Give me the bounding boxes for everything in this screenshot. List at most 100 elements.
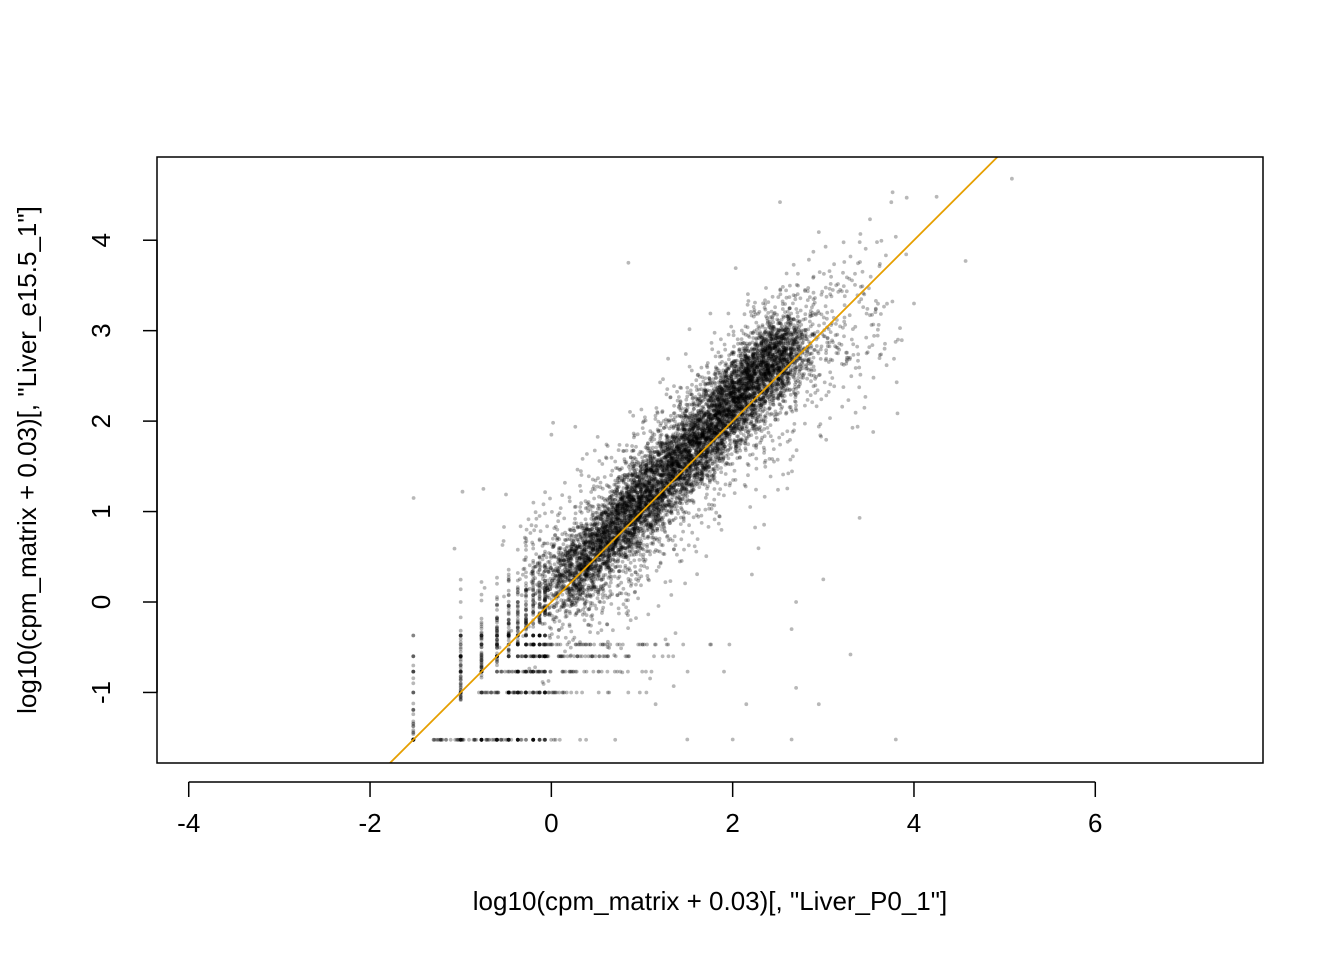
data-point bbox=[754, 391, 759, 395]
data-point bbox=[558, 559, 563, 564]
data-point bbox=[612, 541, 617, 546]
data-point bbox=[600, 535, 605, 540]
data-point bbox=[617, 509, 622, 514]
data-point bbox=[761, 404, 766, 409]
data-point bbox=[786, 340, 791, 345]
data-point bbox=[788, 392, 793, 397]
data-point bbox=[707, 432, 711, 437]
data-point bbox=[622, 516, 627, 521]
data-point bbox=[582, 562, 587, 566]
data-point bbox=[710, 477, 715, 482]
data-point bbox=[589, 527, 593, 532]
data-point bbox=[608, 494, 613, 499]
data-point bbox=[812, 332, 816, 337]
data-point bbox=[719, 391, 724, 395]
data-point bbox=[731, 350, 736, 355]
data-point bbox=[720, 371, 725, 376]
data-point bbox=[671, 474, 675, 479]
data-point bbox=[739, 417, 744, 422]
data-point bbox=[565, 603, 569, 607]
data-point bbox=[677, 495, 682, 500]
data-point bbox=[741, 346, 746, 351]
data-point bbox=[763, 307, 768, 312]
data-point bbox=[753, 406, 758, 410]
data-point bbox=[559, 575, 564, 580]
data-point bbox=[633, 564, 637, 569]
data-point bbox=[675, 454, 680, 459]
data-point bbox=[794, 307, 799, 311]
data-point bbox=[727, 357, 731, 362]
data-point bbox=[667, 444, 672, 449]
data-point bbox=[665, 454, 670, 459]
data-point bbox=[743, 379, 748, 383]
data-point bbox=[623, 473, 627, 477]
data-point bbox=[646, 527, 651, 532]
data-point bbox=[768, 344, 773, 349]
data-point bbox=[695, 444, 700, 449]
data-point bbox=[642, 431, 646, 435]
data-point bbox=[702, 397, 707, 402]
data-point bbox=[765, 318, 770, 323]
data-point bbox=[599, 495, 604, 500]
data-point bbox=[590, 547, 595, 551]
data-point bbox=[655, 441, 660, 446]
data-point bbox=[638, 525, 642, 529]
data-point bbox=[712, 398, 716, 403]
data-point bbox=[623, 510, 628, 515]
data-point bbox=[609, 512, 614, 517]
data-point bbox=[645, 528, 649, 533]
data-point bbox=[579, 521, 583, 526]
data-point bbox=[632, 489, 636, 493]
data-point bbox=[773, 347, 778, 352]
data-point bbox=[607, 574, 612, 579]
data-point bbox=[645, 485, 650, 490]
data-point bbox=[719, 385, 724, 390]
data-point bbox=[700, 431, 705, 435]
data-point bbox=[578, 588, 583, 593]
data-point bbox=[710, 400, 715, 405]
data-point bbox=[695, 470, 700, 475]
data-point bbox=[801, 317, 806, 322]
data-point bbox=[590, 572, 594, 577]
data-point bbox=[709, 341, 714, 345]
data-point bbox=[613, 512, 618, 517]
data-point bbox=[761, 375, 766, 379]
data-point bbox=[804, 337, 809, 341]
data-point bbox=[678, 476, 683, 481]
data-point bbox=[665, 447, 670, 451]
data-point bbox=[577, 543, 582, 548]
data-point bbox=[690, 382, 694, 387]
data-point bbox=[653, 478, 658, 483]
data-point bbox=[736, 401, 741, 406]
data-point bbox=[601, 557, 606, 562]
data-point bbox=[732, 414, 736, 418]
data-point bbox=[661, 479, 666, 483]
data-point bbox=[658, 512, 662, 516]
data-point bbox=[582, 582, 587, 587]
data-point bbox=[730, 386, 735, 391]
data-point bbox=[710, 347, 715, 352]
data-point bbox=[727, 386, 732, 390]
data-point bbox=[750, 411, 755, 416]
data-point bbox=[627, 505, 632, 510]
data-point bbox=[651, 501, 656, 506]
data-point bbox=[701, 379, 706, 384]
data-point bbox=[522, 566, 527, 571]
data-point bbox=[759, 398, 764, 402]
data-point bbox=[690, 432, 695, 436]
data-point bbox=[655, 463, 659, 467]
data-point bbox=[713, 443, 718, 448]
data-point bbox=[750, 407, 755, 412]
data-point bbox=[640, 426, 645, 430]
data-point bbox=[749, 347, 754, 352]
data-point bbox=[671, 459, 676, 464]
data-point bbox=[774, 332, 779, 337]
data-point bbox=[597, 494, 601, 499]
data-point bbox=[730, 409, 734, 413]
data-point bbox=[604, 540, 609, 545]
data-point bbox=[779, 394, 784, 398]
data-point bbox=[739, 337, 744, 341]
data-point bbox=[599, 538, 604, 543]
data-point bbox=[786, 371, 791, 376]
data-point bbox=[795, 310, 800, 315]
